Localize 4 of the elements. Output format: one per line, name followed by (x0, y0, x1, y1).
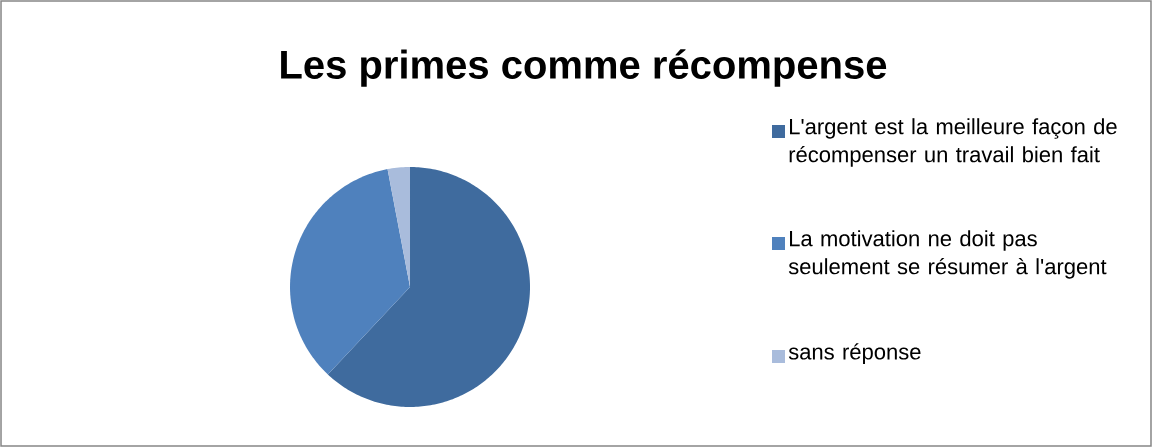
legend-label: L'argent est la meilleure façon de récompenser un travail bien fait (789, 118, 1117, 167)
chart-title: Les primes comme récompense (281, 49, 887, 87)
legend-label: La motivation ne doit pas seulement se résumer à l'argent (788, 230, 1107, 279)
legend-label: sans réponse (788, 343, 921, 364)
